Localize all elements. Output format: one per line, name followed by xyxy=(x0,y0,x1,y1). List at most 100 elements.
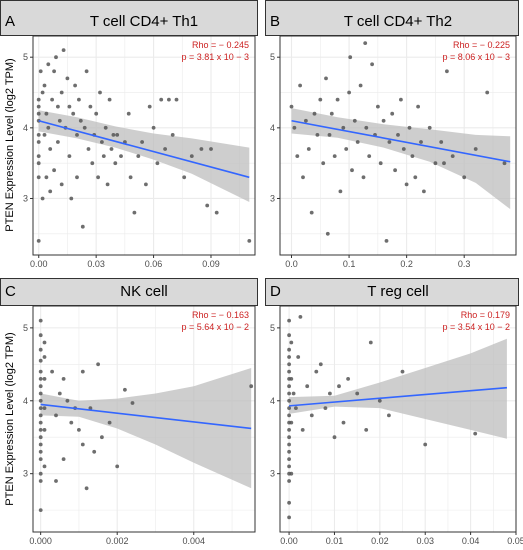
data-point xyxy=(323,406,328,410)
data-point xyxy=(126,111,131,116)
x-tick-label: 0.02 xyxy=(371,536,389,546)
data-point xyxy=(56,140,60,144)
rho-label: Rho = − 0.225 xyxy=(453,40,510,50)
x-tick-label: 0.01 xyxy=(326,536,344,546)
data-point xyxy=(77,97,81,102)
data-point xyxy=(287,464,291,469)
data-point xyxy=(36,104,41,109)
data-point xyxy=(306,147,311,151)
data-point xyxy=(305,384,310,389)
data-point xyxy=(296,355,301,359)
data-point xyxy=(287,384,291,389)
data-point xyxy=(332,154,337,159)
data-point xyxy=(103,125,108,130)
data-point xyxy=(328,391,332,396)
data-point xyxy=(300,428,305,432)
confidence-band xyxy=(38,110,250,202)
y-tick-label: 3 xyxy=(270,469,275,479)
data-point xyxy=(36,97,41,102)
data-point xyxy=(36,239,41,243)
data-point xyxy=(42,133,47,137)
data-point xyxy=(65,76,70,81)
data-point xyxy=(38,369,43,374)
data-point xyxy=(38,318,43,323)
panel-letter: A xyxy=(5,13,15,30)
data-point xyxy=(315,133,320,137)
data-point xyxy=(71,111,76,116)
data-point xyxy=(287,369,291,374)
x-tick-label: 0.002 xyxy=(106,536,129,546)
data-point xyxy=(90,161,95,166)
x-tick-label: 0.09 xyxy=(202,259,220,269)
data-point xyxy=(111,133,116,137)
x-tick-label: 0.04 xyxy=(462,536,480,546)
data-point xyxy=(84,69,89,74)
data-point xyxy=(363,41,368,45)
plot-frame xyxy=(279,35,517,256)
data-point xyxy=(42,340,47,345)
data-point xyxy=(381,118,386,123)
data-point xyxy=(287,362,291,367)
data-point xyxy=(287,398,291,403)
data-point xyxy=(56,104,60,109)
data-point xyxy=(123,387,127,392)
data-point xyxy=(48,147,53,151)
data-point xyxy=(38,479,43,483)
panel-letter: B xyxy=(270,13,280,30)
data-point xyxy=(321,161,326,166)
regression-line xyxy=(38,120,250,179)
y-tick-label: 3 xyxy=(270,193,275,203)
data-point xyxy=(38,508,43,512)
data-point xyxy=(38,333,43,338)
data-point xyxy=(100,140,104,144)
data-point xyxy=(38,428,43,432)
x-tick-label: 0.000 xyxy=(29,536,52,546)
data-point xyxy=(422,189,426,194)
data-point xyxy=(287,355,291,359)
data-point xyxy=(96,362,100,367)
data-point xyxy=(364,125,369,130)
data-point xyxy=(433,161,438,166)
x-tick-label: 0.03 xyxy=(87,259,105,269)
data-point xyxy=(38,442,43,447)
data-point xyxy=(423,442,428,447)
data-point xyxy=(427,125,432,130)
panel-title: NK cell xyxy=(120,283,168,300)
data-point xyxy=(355,140,360,144)
data-point xyxy=(144,182,148,187)
data-point xyxy=(42,355,47,359)
plot-frame xyxy=(32,305,256,533)
data-point xyxy=(318,362,323,367)
data-point xyxy=(40,196,45,201)
data-point xyxy=(132,210,137,215)
data-point xyxy=(52,69,56,74)
data-point xyxy=(390,111,395,116)
data-point xyxy=(38,457,43,461)
data-point xyxy=(96,175,100,180)
data-point xyxy=(309,413,314,418)
data-point xyxy=(59,90,64,95)
x-tick-label: 0.004 xyxy=(182,536,205,546)
data-point xyxy=(473,431,478,436)
data-point xyxy=(247,239,252,243)
data-point xyxy=(287,318,291,323)
data-point xyxy=(44,111,49,116)
data-point xyxy=(88,406,93,410)
data-point xyxy=(54,413,58,418)
x-tick-label: 0.05 xyxy=(507,536,523,546)
data-point xyxy=(341,420,346,425)
data-point xyxy=(130,401,135,405)
data-point xyxy=(287,428,291,432)
p-value-label: p = 5.64 x 10 − 2 xyxy=(181,322,249,332)
data-point xyxy=(298,315,303,319)
data-point xyxy=(361,175,366,180)
regression-line xyxy=(291,119,511,163)
data-point xyxy=(38,471,43,476)
data-point xyxy=(119,154,123,159)
data-point xyxy=(355,391,360,396)
data-point xyxy=(287,449,291,454)
data-point xyxy=(304,118,308,123)
data-point xyxy=(115,133,120,137)
data-point xyxy=(407,125,412,130)
